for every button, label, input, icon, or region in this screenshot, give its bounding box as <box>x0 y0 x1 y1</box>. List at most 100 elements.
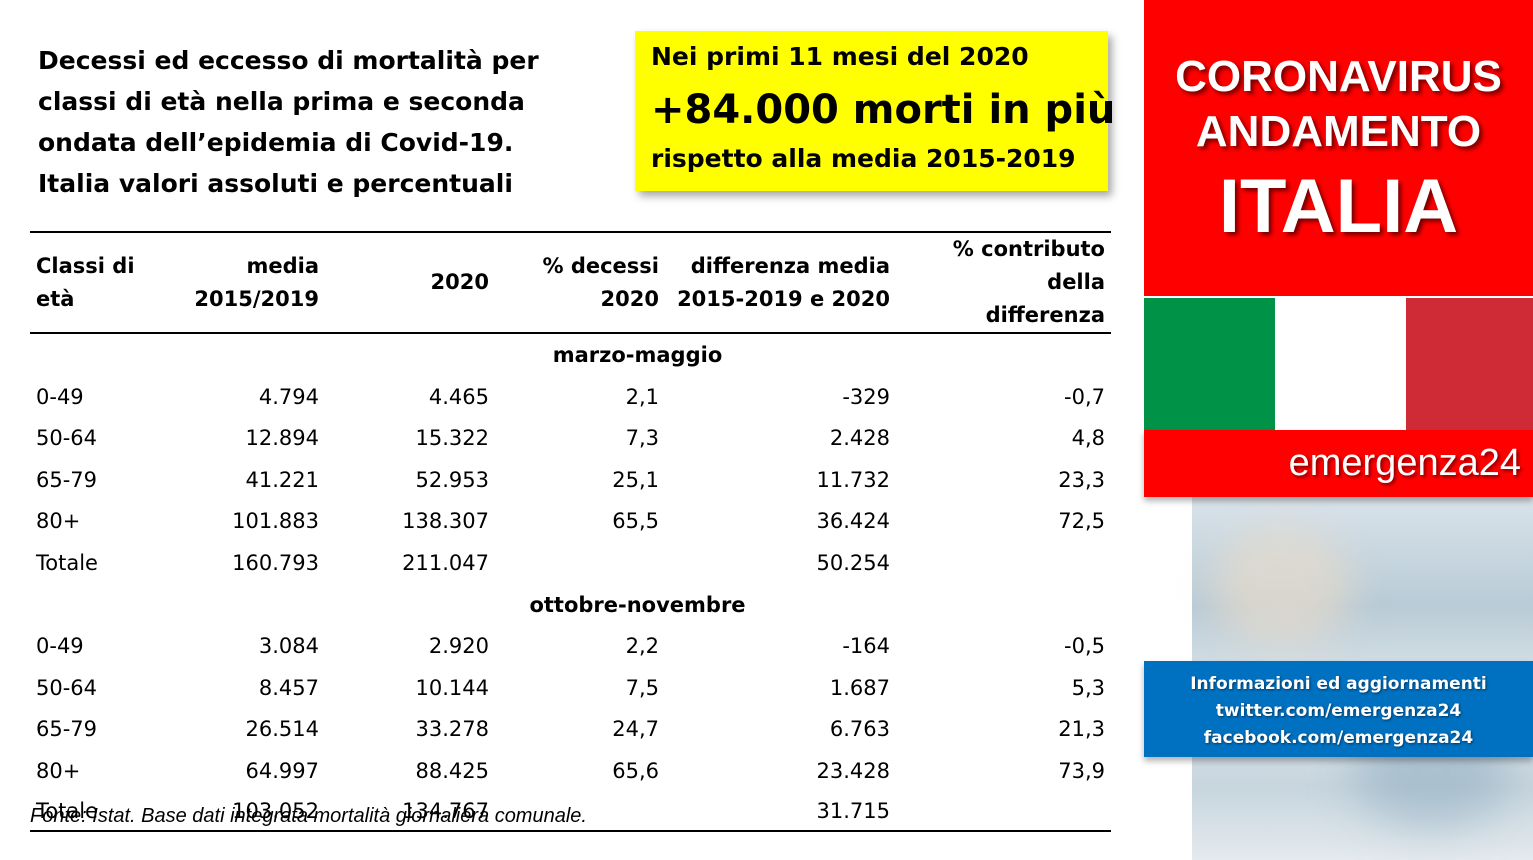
photo-blur <box>1212 527 1352 647</box>
banner-country: ITALIA <box>1218 164 1459 249</box>
cell-diff: 2.428 <box>829 426 890 451</box>
cell-age: 80+ <box>36 758 81 783</box>
flag-white-stripe <box>1275 298 1406 430</box>
cell-2020: 33.278 <box>415 717 489 742</box>
header-diff-line-2: 2015-2019 e 2020 <box>677 286 890 311</box>
cell-age: 50-64 <box>36 675 98 700</box>
cell-diff: -164 <box>842 634 890 659</box>
section-label: marzo-maggio <box>552 343 723 367</box>
info-box: Informazioni ed aggiornamenti twitter.co… <box>1144 661 1533 757</box>
cell-avg: 3.084 <box>258 634 319 659</box>
title-line: ondata dell’epidemia di Covid-19. <box>38 128 514 157</box>
cell-diff: 31.715 <box>665 791 896 832</box>
cell-diff: 50.254 <box>816 550 890 575</box>
cell-diff: 1.687 <box>829 675 890 700</box>
page-title: Decessi ed eccesso di mortalità per clas… <box>38 40 618 204</box>
cell-avg: 101.883 <box>232 509 319 534</box>
cell-pct: 2,2 <box>625 634 659 659</box>
cell-diff: 11.732 <box>816 467 890 492</box>
header-2020-label: 2020 <box>430 270 489 294</box>
cell-avg: 12.894 <box>245 426 319 451</box>
cell-contrib: 73,9 <box>1058 758 1105 783</box>
cell-pct: 65,6 <box>612 758 659 783</box>
cell-2020: 138.307 <box>402 509 489 534</box>
cell-pct <box>495 791 665 832</box>
twitter-link[interactable]: twitter.com/emergenza24 <box>1215 701 1462 721</box>
flag-green-stripe <box>1144 298 1275 430</box>
cell-pct <box>495 542 665 584</box>
cell-contrib <box>896 791 1111 832</box>
cell-contrib: -0,5 <box>1064 634 1105 659</box>
brand-name: emergenza24 <box>1288 442 1521 484</box>
cell-age: 50-64 <box>36 426 98 451</box>
cell-contrib: -0,7 <box>1064 384 1105 409</box>
header-avg: media 2015/2019 <box>170 232 325 333</box>
brand-bar: emergenza24 <box>1144 430 1533 497</box>
cell-pct: 2,1 <box>625 384 659 409</box>
cell-2020: 52.953 <box>415 467 489 492</box>
header-age-line-1: Classi di <box>36 253 135 278</box>
table-row: 80+ 64.997 88.425 65,6 23.428 73,9 <box>30 750 1111 792</box>
cell-age: 0-49 <box>36 384 84 409</box>
section-header: marzo-maggio <box>30 333 1111 376</box>
table-row: 65-79 26.514 33.278 24,7 6.763 21,3 <box>30 709 1111 751</box>
coronavirus-banner: CORONAVIRUS ANDAMENTO ITALIA <box>1144 0 1533 296</box>
cell-avg: 160.793 <box>232 550 319 575</box>
cell-pct: 7,3 <box>625 426 659 451</box>
cell-2020: 88.425 <box>415 758 489 783</box>
cell-2020: 4.465 <box>428 384 489 409</box>
header-contrib: % contributo della differenza <box>896 232 1111 333</box>
banner-line-1: CORONAVIRUS <box>1175 52 1502 101</box>
table-row-total: Totale 103.052 134.767 31.715 <box>30 791 1111 832</box>
cell-2020: 15.322 <box>415 426 489 451</box>
cell-2020: 211.047 <box>402 550 489 575</box>
cell-avg: 103.052 <box>170 791 325 832</box>
info-line: Informazioni ed aggiornamenti <box>1190 674 1487 694</box>
cell-contrib <box>896 542 1111 584</box>
header-avg-line-2: 2015/2019 <box>194 286 319 311</box>
cell-age: Totale <box>30 791 170 832</box>
header-contrib-line-2: differenza <box>985 303 1105 327</box>
cell-avg: 64.997 <box>245 758 319 783</box>
header-diff: differenza media 2015-2019 e 2020 <box>665 232 896 333</box>
cell-contrib: 23,3 <box>1058 467 1105 492</box>
cell-age: 80+ <box>36 509 81 534</box>
banner-line-2: ANDAMENTO <box>1195 107 1482 156</box>
cell-pct: 24,7 <box>612 717 659 742</box>
cell-pct: 7,5 <box>625 675 659 700</box>
cell-avg: 8.457 <box>258 675 319 700</box>
header-pct: % decessi 2020 <box>495 232 665 333</box>
title-line: classi di età nella prima e seconda <box>38 87 525 116</box>
header-age: Classi di età <box>30 232 170 333</box>
facebook-link[interactable]: facebook.com/emergenza24 <box>1203 728 1474 748</box>
cell-contrib: 4,8 <box>1071 426 1105 451</box>
highlight-line-3: rispetto alla media 2015-2019 <box>651 144 1076 173</box>
cell-age: 65-79 <box>36 717 98 742</box>
cell-diff: 23.428 <box>816 758 890 783</box>
title-line: Italia valori assoluti e percentuali <box>38 169 513 198</box>
cell-diff: -329 <box>842 384 890 409</box>
table-row: 80+ 101.883 138.307 65,5 36.424 72,5 <box>30 501 1111 543</box>
cell-avg: 4.794 <box>258 384 319 409</box>
header-2020: 2020 <box>325 232 495 333</box>
header-age-line-2: età <box>36 286 75 311</box>
italian-flag-icon <box>1144 298 1533 430</box>
table-row: 50-64 12.894 15.322 7,3 2.428 4,8 <box>30 418 1111 460</box>
header-pct-line-2: 2020 <box>600 286 659 311</box>
header-diff-line-1: differenza media <box>690 253 890 278</box>
table-header-row: Classi di età media 2015/2019 2020 % dec… <box>30 232 1111 333</box>
cell-pct: 65,5 <box>612 509 659 534</box>
cell-contrib: 21,3 <box>1058 717 1105 742</box>
header-pct-line-1: % decessi <box>542 253 659 278</box>
source-note: Fonte: Istat. Base dati integrata mortal… <box>30 805 587 827</box>
highlight-line-1: Nei primi 11 mesi del 2020 <box>651 42 1029 71</box>
section-header: ottobre-novembre <box>30 584 1111 626</box>
highlight-headline: +84.000 morti in più <box>651 87 1116 133</box>
section-label: ottobre-novembre <box>529 592 746 617</box>
highlight-box: Nei primi 11 mesi del 2020 +84.000 morti… <box>635 31 1115 191</box>
cell-2020: 2.920 <box>428 634 489 659</box>
cell-avg: 41.221 <box>245 467 319 492</box>
header-avg-line-1: media <box>246 253 319 278</box>
cell-contrib: 72,5 <box>1058 509 1105 534</box>
table-row: 0-49 4.794 4.465 2,1 -329 -0,7 <box>30 376 1111 418</box>
